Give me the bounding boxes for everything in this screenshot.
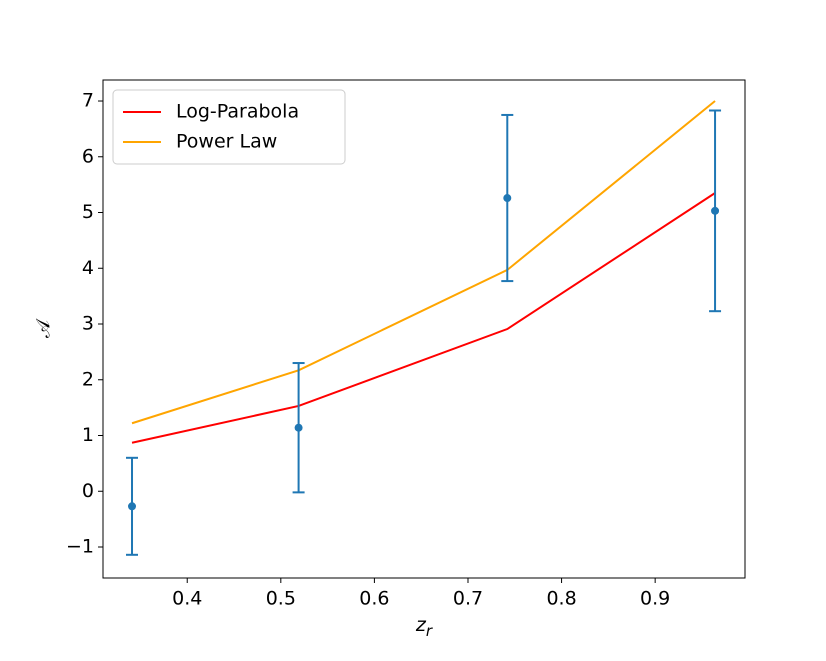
x-tick-label: 0.5 xyxy=(266,588,296,610)
error-point xyxy=(126,456,139,556)
legend-label: Log-Parabola xyxy=(176,101,299,123)
line-series xyxy=(131,100,716,425)
error-point xyxy=(292,362,305,494)
x-tick-label: 0.6 xyxy=(359,588,389,610)
y-tick-label: 1 xyxy=(82,424,94,446)
y-tick-label: 3 xyxy=(82,313,94,335)
x-tick-label: 0.7 xyxy=(453,588,483,610)
legend-frame xyxy=(112,89,346,165)
x-tick-label: 0.4 xyxy=(172,588,202,610)
y-tick-label: 0 xyxy=(82,480,94,502)
data-point xyxy=(711,206,720,215)
error-point xyxy=(709,109,722,313)
error-point xyxy=(501,113,514,283)
line-series xyxy=(131,192,716,444)
y-tick-label: −1 xyxy=(66,536,94,558)
plot-frame xyxy=(102,79,746,579)
x-tick-label: 0.9 xyxy=(640,588,670,610)
x-axis-label: zr xyxy=(415,614,433,640)
legend-label: Power Law xyxy=(176,131,277,153)
y-tick-label: 4 xyxy=(82,257,94,279)
x-label-sub: r xyxy=(426,622,433,640)
data-point xyxy=(503,194,512,203)
data-point xyxy=(294,423,303,432)
x-tick-label: 0.8 xyxy=(546,588,576,610)
x-label-base: z xyxy=(415,614,427,636)
y-tick-label: 5 xyxy=(82,201,94,223)
data-point xyxy=(128,502,137,511)
y-tick-label: 2 xyxy=(82,368,94,390)
y-tick-label: 7 xyxy=(82,90,94,112)
y-axis-label: 𝒜 xyxy=(33,318,55,338)
legend: Log-Parabola Power Law xyxy=(112,89,346,165)
y-tick-label: 6 xyxy=(82,145,94,167)
